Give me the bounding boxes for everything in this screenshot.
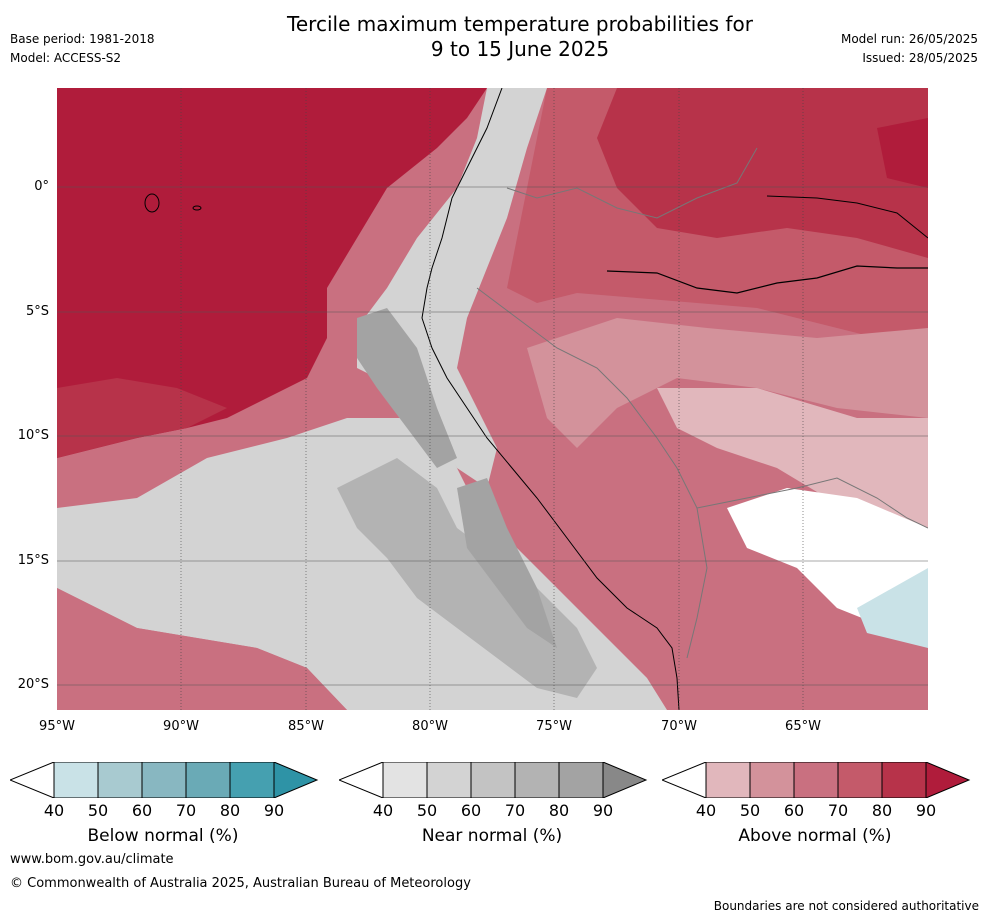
galapagos-islands [144, 193, 160, 213]
near-coastal-mid [337, 458, 597, 698]
above-strong-west [57, 88, 487, 458]
lon-tick-65w: 65°W [785, 719, 821, 734]
lon-tick-95w: 95°W [39, 719, 75, 734]
above-normal-label: Above normal (%) [738, 826, 892, 846]
model-run: Model run: 26/05/2025 [840, 32, 978, 46]
below-tick-60: 60 [131, 801, 153, 820]
neutral-southeast [727, 488, 928, 628]
lat-tick-5s: 5°S [25, 304, 49, 319]
coastline [421, 88, 680, 710]
below-tick-40: 40 [43, 801, 65, 820]
above-tick-80: 80 [871, 801, 893, 820]
near-tick-90: 90 [592, 801, 614, 820]
northern-river [766, 195, 928, 239]
above-northeast-strong [597, 88, 928, 258]
below-tick-50: 50 [87, 801, 109, 820]
colorbar-above-normal [662, 762, 971, 798]
near-tick-60: 60 [460, 801, 482, 820]
below-tick-90: 90 [263, 801, 285, 820]
lon-tick-75w: 75°W [536, 719, 572, 734]
below-tick-70: 70 [175, 801, 197, 820]
lon-tick-90w: 90°W [163, 719, 199, 734]
border-peru-bolivia [476, 287, 708, 659]
border-north [506, 147, 758, 219]
lon-tick-85w: 85°W [288, 719, 324, 734]
issued-date: Issued: 28/05/2025 [862, 51, 978, 65]
copyright: © Commonwealth of Australia 2025, Austra… [10, 876, 471, 891]
above-tick-90: 90 [915, 801, 937, 820]
near-coastal-strong [357, 308, 457, 468]
source-url: www.bom.gov.au/climate [10, 852, 174, 867]
colorbar-below-normal [10, 762, 319, 798]
near-tick-50: 50 [416, 801, 438, 820]
near-tick-40: 40 [372, 801, 394, 820]
above-tick-50: 50 [739, 801, 761, 820]
probability-map [57, 88, 928, 710]
below-southeast [857, 568, 928, 648]
near-peru-coast-strong [457, 478, 557, 648]
lat-gridlines [57, 186, 928, 686]
disclaimer: Boundaries are not considered authoritat… [713, 899, 979, 913]
above-east-light [527, 318, 928, 448]
border-bolivia-brazil [696, 477, 928, 529]
map-title: Tercile maximum temperature probabilitie… [0, 12, 988, 62]
lat-tick-20s: 20°S [17, 677, 49, 692]
map-title-line2: 9 to 15 June 2025 [430, 37, 610, 61]
lat-tick-15s: 15°S [17, 553, 49, 568]
below-normal-label: Below normal (%) [87, 826, 239, 846]
below-tick-80: 80 [219, 801, 241, 820]
above-west-edge [57, 378, 227, 458]
near-normal-label: Near normal (%) [421, 826, 563, 846]
lat-tick-0: 0° [34, 179, 49, 194]
lat-tick-10s: 10°S [17, 428, 49, 443]
galapagos-small-island [192, 205, 202, 211]
amazon-river [606, 265, 928, 294]
base-period: Base period: 1981-2018 [10, 32, 155, 46]
above-tick-60: 60 [783, 801, 805, 820]
lon-tick-70w: 70°W [661, 719, 697, 734]
lon-tick-80w: 80°W [412, 719, 448, 734]
model-name: Model: ACCESS-S2 [10, 51, 122, 65]
above-southwest [57, 588, 347, 710]
above-northeast-core [877, 118, 928, 188]
near-tick-70: 70 [504, 801, 526, 820]
colorbar-near-normal [339, 762, 648, 798]
above-tick-70: 70 [827, 801, 849, 820]
above-tick-40: 40 [695, 801, 717, 820]
map-title-line1: Tercile maximum temperature probabilitie… [287, 12, 753, 36]
near-tick-80: 80 [548, 801, 570, 820]
